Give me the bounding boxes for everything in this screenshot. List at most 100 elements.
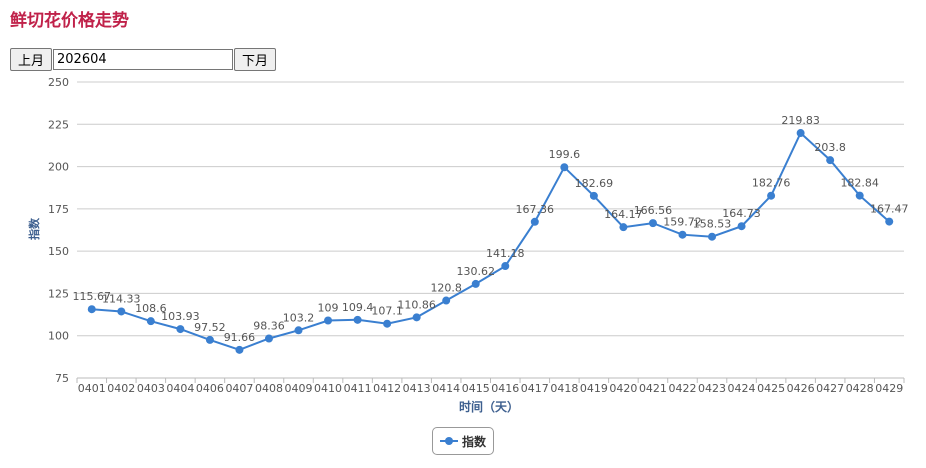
data-label: 109.4 xyxy=(342,301,374,314)
data-label: 164.73 xyxy=(722,207,761,220)
y-tick-label: 150 xyxy=(48,245,69,258)
x-tick-label: 0410 xyxy=(314,382,342,395)
x-tick-label: 0424 xyxy=(728,382,756,395)
data-point[interactable] xyxy=(264,334,273,343)
data-label: 109 xyxy=(318,301,339,314)
data-label: 219.83 xyxy=(781,114,820,127)
y-tick-label: 225 xyxy=(48,118,69,131)
x-tick-label: 0406 xyxy=(196,382,224,395)
data-point[interactable] xyxy=(589,191,598,200)
x-tick-label: 0425 xyxy=(757,382,785,395)
x-tick-label: 0407 xyxy=(225,382,253,395)
x-tick-label: 0412 xyxy=(373,382,401,395)
data-point[interactable] xyxy=(678,230,687,239)
data-point[interactable] xyxy=(855,191,864,200)
x-tick-label: 0427 xyxy=(816,382,844,395)
data-point[interactable] xyxy=(205,335,214,344)
x-tick-labels: 0401 0402 0403 0404 0406 0407 0408 0409 0410 0411… xyxy=(76,378,905,395)
data-point[interactable] xyxy=(619,223,628,232)
data-label: 182.84 xyxy=(840,177,879,190)
x-axis-title: 时间（天） xyxy=(459,399,519,414)
data-point[interactable] xyxy=(648,219,657,228)
x-tick-label: 0418 xyxy=(550,382,578,395)
data-labels: 115.67114.33108.6103.9397.5291.6698.3610… xyxy=(73,114,909,344)
x-tick-label: 0404 xyxy=(166,382,194,395)
prev-month-button[interactable]: 上月 xyxy=(10,48,53,71)
legend[interactable]: 指数 xyxy=(432,427,494,455)
x-tick-label: 0421 xyxy=(639,382,667,395)
y-tick-label: 250 xyxy=(48,76,69,89)
x-tick-label: 0426 xyxy=(787,382,815,395)
data-label: 114.33 xyxy=(102,292,141,305)
x-tick-label: 0403 xyxy=(137,382,165,395)
x-tick-label: 0417 xyxy=(521,382,549,395)
data-label: 103.93 xyxy=(161,310,200,323)
x-tick-label: 0411 xyxy=(344,382,372,395)
month-selector: 上月 下月 xyxy=(10,48,277,71)
data-label: 98.36 xyxy=(253,319,285,332)
legend-marker-icon xyxy=(439,436,458,446)
data-label: 203.8 xyxy=(814,141,846,154)
data-label: 164.17 xyxy=(604,208,643,221)
data-point[interactable] xyxy=(501,262,510,271)
data-label: 159.72 xyxy=(663,216,702,229)
y-tick-label: 125 xyxy=(48,287,69,300)
data-point[interactable] xyxy=(383,319,392,328)
x-tick-label: 0423 xyxy=(698,382,726,395)
data-label: 158.53 xyxy=(693,218,732,231)
x-tick-label: 0429 xyxy=(875,382,903,395)
data-point[interactable] xyxy=(412,313,421,322)
y-tick-label: 75 xyxy=(55,372,69,385)
data-label: 199.6 xyxy=(549,148,581,161)
data-point[interactable] xyxy=(353,315,362,324)
data-label: 167.47 xyxy=(870,203,909,216)
x-tick-label: 0402 xyxy=(107,382,135,395)
y-tick-label: 100 xyxy=(48,330,69,343)
data-point[interactable] xyxy=(767,191,776,200)
x-tick-label: 0422 xyxy=(668,382,696,395)
data-label: 166.56 xyxy=(634,204,673,217)
data-label: 107.1 xyxy=(371,305,403,318)
data-label: 130.62 xyxy=(456,265,495,278)
series-line xyxy=(91,131,890,351)
y-axis-title: 指数 xyxy=(27,217,41,240)
data-point[interactable] xyxy=(471,279,480,288)
data-label: 141.18 xyxy=(486,247,525,260)
page-title: 鲜切花价格走势 xyxy=(10,11,129,31)
data-point[interactable] xyxy=(530,217,539,226)
x-tick-label: 0416 xyxy=(491,382,519,395)
month-input[interactable] xyxy=(53,49,234,70)
data-label: 110.86 xyxy=(397,298,436,311)
x-tick-label: 0428 xyxy=(846,382,874,395)
data-point[interactable] xyxy=(708,232,717,241)
series-layer xyxy=(87,129,894,354)
y-tick-labels: 75 100 125 150 175 200 225 250 xyxy=(48,76,69,385)
data-label: 182.69 xyxy=(575,177,614,190)
data-label: 103.2 xyxy=(283,311,315,324)
data-point[interactable] xyxy=(294,326,303,335)
data-point[interactable] xyxy=(176,325,185,334)
data-point[interactable] xyxy=(442,296,451,305)
data-label: 108.6 xyxy=(135,302,167,315)
data-label: 182.76 xyxy=(752,177,791,190)
data-point[interactable] xyxy=(324,316,333,325)
data-point[interactable] xyxy=(560,163,569,172)
data-label: 167.36 xyxy=(516,203,555,216)
data-point[interactable] xyxy=(796,129,805,138)
x-tick-label: 0409 xyxy=(285,382,313,395)
data-point[interactable] xyxy=(235,345,244,354)
data-point[interactable] xyxy=(87,305,96,314)
x-tick-label: 0415 xyxy=(462,382,490,395)
data-label: 120.8 xyxy=(430,282,462,295)
data-label: 115.67 xyxy=(73,290,112,303)
data-point[interactable] xyxy=(826,156,835,165)
data-point[interactable] xyxy=(885,217,894,226)
data-point[interactable] xyxy=(146,317,155,326)
y-tick-label: 200 xyxy=(48,161,69,174)
data-point[interactable] xyxy=(117,307,126,316)
legend-label: 指数 xyxy=(461,434,486,449)
next-month-button[interactable]: 下月 xyxy=(234,48,277,71)
data-point[interactable] xyxy=(737,222,746,231)
x-tick-label: 0408 xyxy=(255,382,283,395)
